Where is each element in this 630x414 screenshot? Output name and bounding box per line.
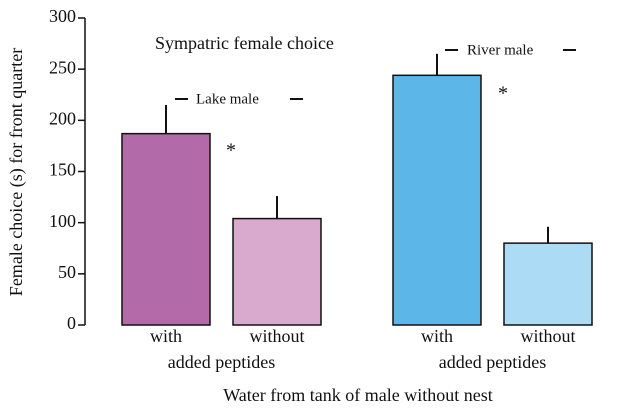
group-label: added peptides xyxy=(168,352,275,372)
annotation: * xyxy=(498,83,508,105)
x-tick-label: with xyxy=(150,326,182,346)
bar xyxy=(121,132,211,326)
y-tick-label: 50 xyxy=(58,262,76,282)
group-label: added peptides xyxy=(439,352,546,372)
y-tick-label: 150 xyxy=(49,160,76,180)
y-tick-label: 100 xyxy=(49,211,76,231)
x-tick-label: without xyxy=(249,326,304,346)
annotation: Sympatric female choice xyxy=(155,33,334,53)
y-tick-label: 200 xyxy=(49,108,76,128)
x-axis-label: Water from tank of male without nest xyxy=(223,385,492,405)
bar xyxy=(392,74,482,326)
annotation: Lake male xyxy=(196,91,259,107)
annotation: * xyxy=(226,140,236,162)
bar xyxy=(232,217,322,326)
y-tick-label: 300 xyxy=(49,6,76,26)
bar xyxy=(503,242,593,326)
y-tick-label: 250 xyxy=(49,57,76,77)
annotation: River male xyxy=(467,42,534,58)
y-axis-label: Female choice (s) for front quarter xyxy=(6,48,27,296)
x-tick-label: without xyxy=(520,326,575,346)
y-tick-label: 0 xyxy=(67,313,76,333)
x-tick-label: with xyxy=(421,326,453,346)
